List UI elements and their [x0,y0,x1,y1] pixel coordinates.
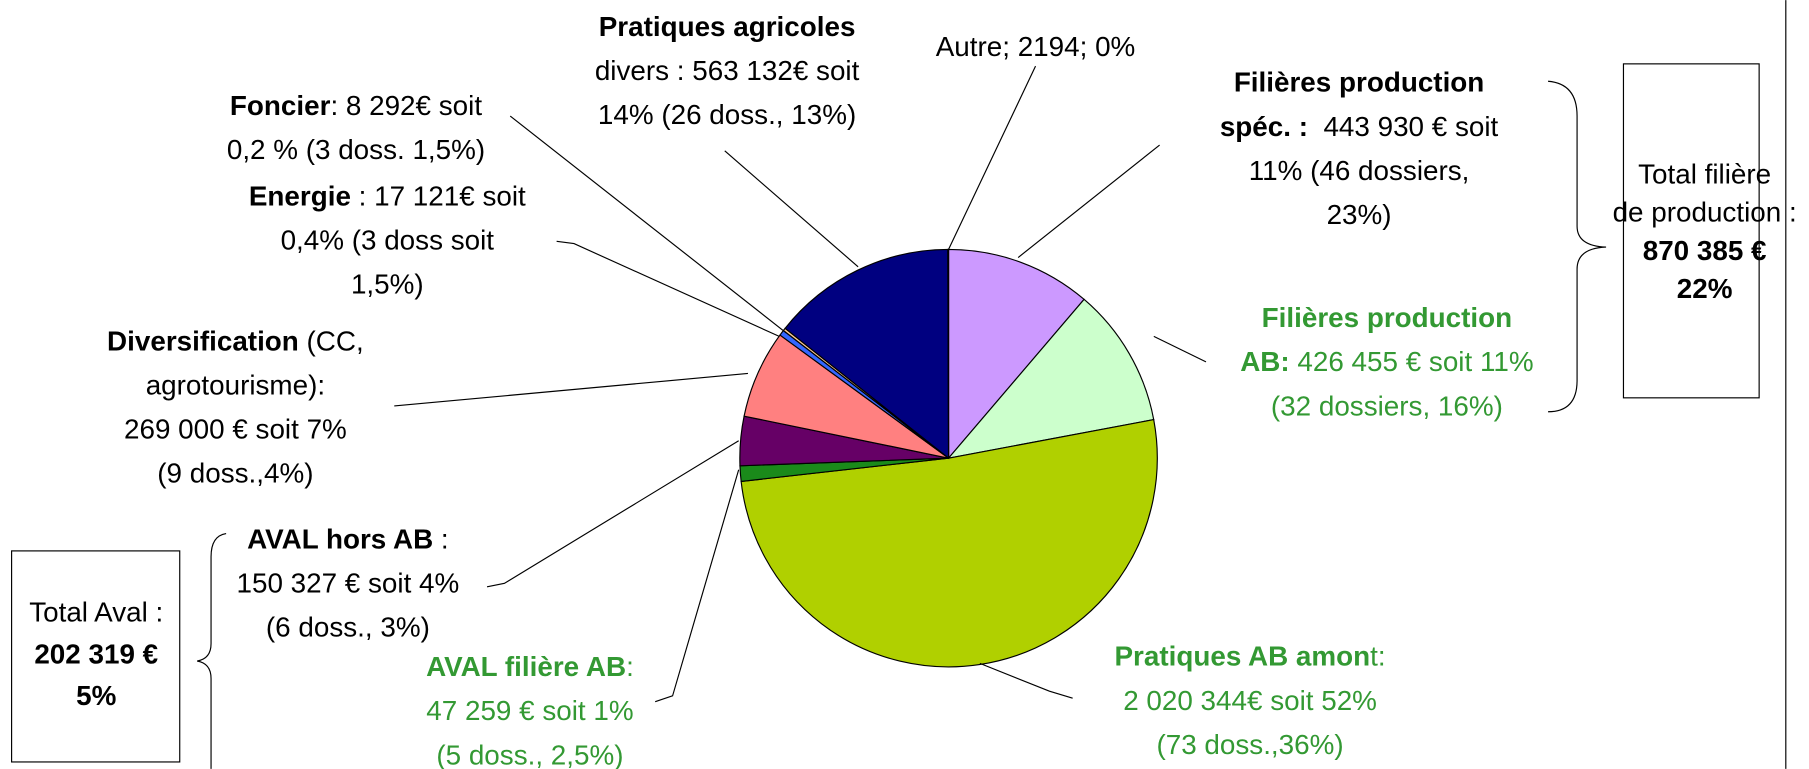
label-run: 47 259 € soit 1% [426,696,633,727]
label-run: 2 020 344€ soit 52% [1123,685,1377,716]
label-run: Total Aval : [29,597,163,628]
label-run: Filières production [1262,303,1512,334]
label-run: Energie [249,181,351,212]
label-run: 1,5%) [351,269,424,300]
slice-label: Autre; 2194; 0% [936,31,1136,62]
slice-label: Pratiques AB amont: 2 020 344€ soit 52% (7… [1114,641,1385,760]
label-run: : [433,524,448,555]
total-annotation: Total Aval : 202 319 € 5% [29,597,163,711]
leader-line [509,115,787,334]
label-run: (6 doss., 3%) [266,612,430,643]
pie-slice [947,248,950,459]
brace [1548,80,1607,413]
total-box [1622,63,1760,399]
leader-line [394,372,749,407]
label-run: 22% [1677,274,1733,305]
label-run: 443 930 € soit [1308,111,1499,142]
label-run: 11% (46 dossiers, [1249,155,1470,186]
leader-line [1153,335,1207,363]
label-run: divers : 563 132€ soit [595,56,860,87]
label-run: 202 319 € [34,639,158,670]
total-box [11,550,181,763]
slice-label: Foncier: 8 292€ soit 0,2 % (3 doss. 1,5%) [227,90,485,165]
label-run: : [626,652,634,683]
label-run: (9 doss.,4%) [157,458,313,489]
label-run: de production : [1613,197,1797,228]
brace [197,532,227,769]
slice-label: Filières production AB: 426 455 € soit 11… [1240,303,1533,422]
label-run: (5 doss., 2,5%) [436,740,623,769]
slice-label: Pratiques agricoles divers : 563 132€ soi… [595,11,860,130]
label-run: 23%) [1327,199,1392,230]
label-run: 0,4% (3 doss soit [281,225,495,256]
pie-slice [784,248,950,460]
slice-label: Filières production spéc. : 443 930 € soi… [1220,67,1499,230]
slice-label: Energie : 17 121€ soit 0,4% (3 doss soit 1… [249,181,526,300]
leader-line [654,469,740,703]
label-run: Total filière [1638,159,1771,190]
leader-line [1017,144,1160,258]
pie-slice [740,418,1158,668]
label-run: Foncier [230,90,331,121]
label-run: AVAL hors AB [247,524,433,555]
leader-line [556,240,780,337]
label-run: 0,2 % (3 doss. 1,5%) [227,134,485,165]
pie-slice [947,248,1085,460]
slice-label: AVAL filière AB: 47 259 € soit 1% (5 doss.… [426,652,634,769]
slice-label: AVAL hors AB : 150 327 € soit 4% (6 doss.,… [236,524,459,643]
label-run: 5% [76,681,116,712]
label-run: AVAL filière AB [426,652,626,683]
label-run: : 8 292€ soit [330,90,482,121]
label-run: Diversification [107,326,299,357]
leader-line [979,662,1073,699]
label-run: 426 455 € soit 11% [1290,347,1534,378]
label-run: 870 385 € [1643,235,1767,266]
label-run: (73 doss.,36%) [1156,729,1343,760]
pie-slice [947,298,1155,460]
label-run: t: [1370,641,1385,672]
slice-label: Diversification (CC, agrotourisme): 269 00… [107,326,364,489]
label-run: 269 000 € soit 7% [124,414,347,445]
total-annotation: Total filière de production : 870 385 € 22% [1613,159,1797,305]
label-run: 150 327 € soit 4% [236,568,459,599]
label-run: Filières production [1234,67,1484,98]
label-run: Pratiques AB amon [1114,641,1370,672]
label-run: Pratiques agricoles [599,11,856,42]
label-run: AB: [1240,347,1289,378]
label-run: 14% (26 doss., 13%) [598,100,856,131]
leader-line [486,440,739,588]
leader-line [724,150,859,268]
label-run: Autre; 2194; 0% [936,31,1136,62]
label-run: spéc. : [1220,111,1308,142]
leader-line [948,65,1037,250]
label-run: (CC, [299,326,364,357]
label-run: (32 dossiers, 16%) [1271,391,1503,422]
label-run: : 17 121€ soit [351,181,526,212]
label-run: agrotourisme): [146,370,325,401]
